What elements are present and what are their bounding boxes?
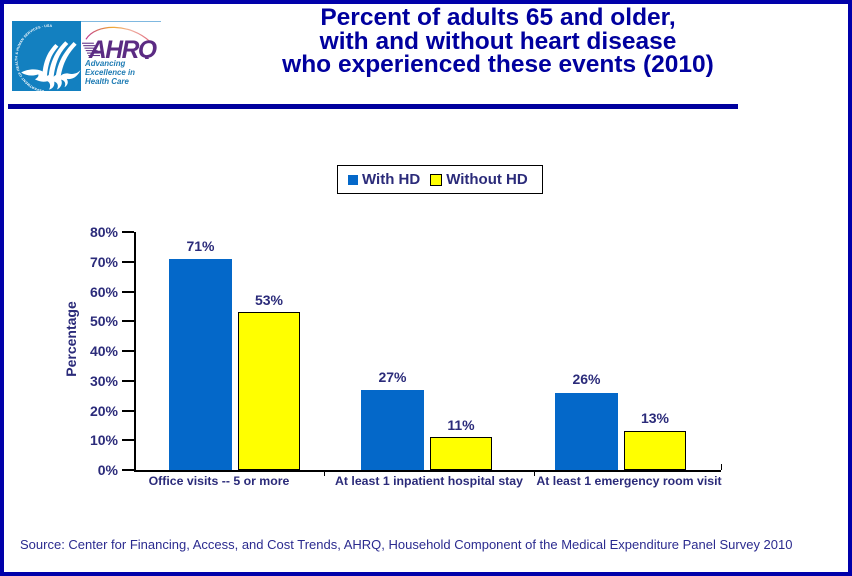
svg-text:AHRQ: AHRQ [88,37,157,59]
